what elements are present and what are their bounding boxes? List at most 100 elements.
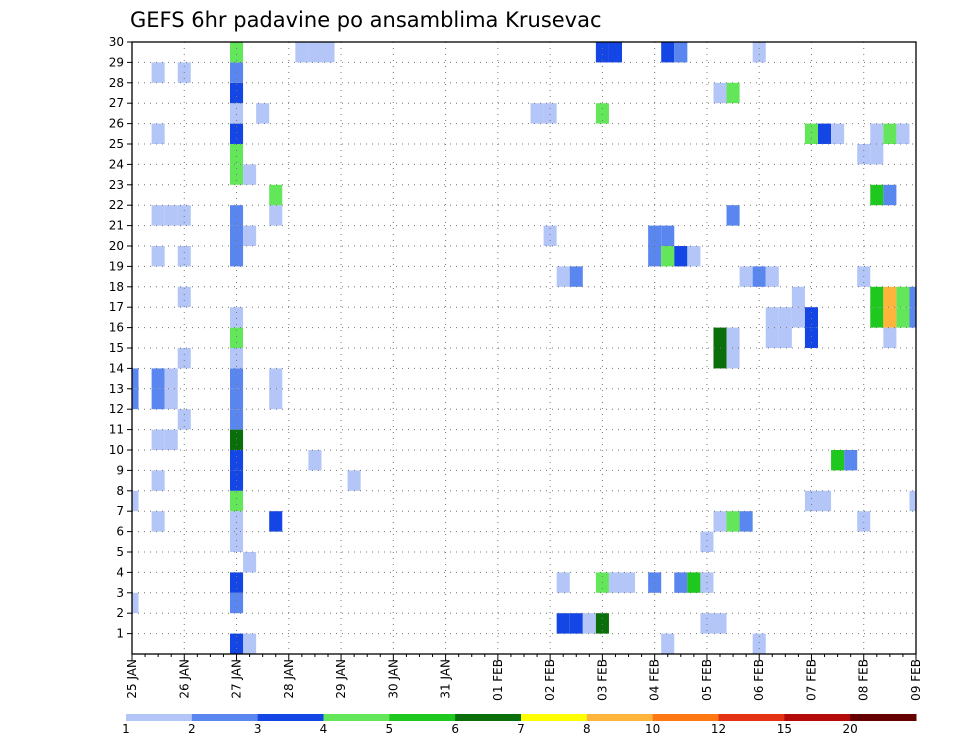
heatmap-cell	[870, 123, 884, 144]
heatmap-cell	[151, 368, 165, 389]
heatmap-cell	[177, 409, 191, 430]
y-tick-label: 5	[116, 545, 124, 559]
heatmap-cell	[804, 490, 818, 512]
heatmap-cell	[230, 511, 244, 532]
heatmap-cell	[661, 225, 675, 246]
heatmap-cell	[765, 307, 779, 328]
heatmap-cell	[177, 348, 191, 369]
heatmap-cell	[674, 572, 688, 593]
legend-swatch	[521, 714, 588, 721]
heatmap-cell	[674, 42, 688, 63]
heatmap-cell	[909, 490, 916, 512]
heatmap-cell	[230, 450, 244, 471]
y-tick-label: 24	[109, 157, 124, 171]
x-tick-label: 27 JAN	[230, 659, 244, 699]
heatmap-cell	[230, 388, 244, 410]
heatmap-cell	[151, 123, 165, 144]
y-tick-label: 8	[116, 484, 124, 498]
heatmap-cell	[791, 307, 805, 328]
heatmap-cell	[818, 490, 832, 512]
heatmap-cell	[739, 266, 753, 287]
heatmap-cell	[661, 633, 675, 654]
legend-swatch	[586, 714, 654, 721]
heatmap-cell	[752, 633, 766, 654]
heatmap-cell	[556, 613, 570, 634]
heatmap-cell	[230, 82, 244, 104]
heatmap-cell	[909, 307, 916, 328]
heatmap-cell	[569, 266, 583, 287]
y-tick-label: 15	[109, 341, 124, 355]
heatmap-cell	[765, 266, 779, 287]
x-tick-label: 01 FEB	[491, 659, 505, 701]
legend-swatch	[191, 714, 259, 721]
heatmap-cell	[595, 103, 609, 124]
heatmap-cell	[230, 103, 244, 124]
y-tick-label: 25	[109, 137, 124, 151]
x-tick-label: 26 JAN	[177, 659, 191, 699]
heatmap-cell	[883, 307, 897, 328]
x-tick-label: 30 JAN	[386, 659, 400, 699]
axes: 1234567891011121314151617181920212223242…	[109, 35, 923, 701]
heatmap-cell	[883, 184, 897, 206]
heatmap-cell	[177, 205, 191, 226]
legend-swatch	[455, 714, 522, 721]
heatmap-cell	[151, 246, 165, 267]
heatmap-cell	[164, 388, 178, 410]
heatmap-cell	[883, 123, 897, 144]
heatmap-cell	[269, 368, 283, 389]
legend-label: 15	[777, 722, 792, 736]
x-tick-label: 02 FEB	[543, 659, 557, 701]
y-tick-label: 4	[116, 565, 124, 579]
heatmap-cell	[164, 205, 178, 226]
heatmap-cell	[726, 348, 740, 369]
heatmap-cell	[595, 42, 609, 63]
heatmap-cell	[726, 82, 740, 104]
y-tick-label: 14	[109, 361, 124, 375]
legend-label: 12	[711, 722, 726, 736]
legend-swatch	[323, 714, 390, 721]
heatmap-cell	[661, 42, 675, 63]
heatmap-cell	[896, 286, 910, 308]
heatmap-cell	[896, 123, 910, 144]
y-tick-label: 6	[116, 525, 124, 539]
heatmap-cell	[295, 42, 309, 63]
legend-label: 5	[386, 722, 394, 736]
heatmap-cell	[857, 144, 871, 165]
heatmap-cell	[778, 307, 792, 328]
heatmap-cell	[256, 103, 270, 124]
heatmap-cell	[151, 388, 165, 410]
heatmap-cell	[622, 572, 636, 593]
heatmap-cell	[132, 388, 139, 410]
x-tick-label: 09 FEB	[909, 659, 923, 701]
heatmap-cell	[883, 327, 897, 348]
legend-label: 7	[517, 722, 525, 736]
heatmap-cell	[713, 613, 727, 634]
heatmap-cell	[870, 184, 884, 206]
y-tick-label: 12	[109, 402, 124, 416]
heatmap-cells	[132, 42, 916, 654]
y-tick-label: 16	[109, 321, 124, 335]
heatmap-cell	[791, 286, 805, 308]
legend-label: 8	[583, 722, 591, 736]
legend-label: 10	[645, 722, 660, 736]
chart-title: GEFS 6hr padavine po ansamblima Krusevac	[130, 8, 602, 32]
heatmap-cell	[726, 205, 740, 226]
y-tick-label: 19	[109, 259, 124, 273]
y-tick-label: 3	[116, 586, 124, 600]
heatmap-cell	[595, 613, 609, 634]
heatmap-cell	[230, 205, 244, 226]
legend-label: 20	[843, 722, 858, 736]
legend-swatch	[784, 714, 851, 721]
heatmap-cell	[347, 470, 361, 491]
heatmap-cell	[164, 368, 178, 389]
heatmap-cell	[230, 307, 244, 328]
heatmap-cell	[765, 327, 779, 348]
y-tick-label: 28	[109, 76, 124, 90]
heatmap-cell	[752, 42, 766, 63]
heatmap-cell	[230, 348, 244, 369]
heatmap-cell	[177, 246, 191, 267]
y-tick-label: 22	[109, 198, 124, 212]
x-tick-label: 03 FEB	[595, 659, 609, 701]
heatmap-cell	[230, 490, 244, 512]
heatmap-cell	[857, 511, 871, 532]
